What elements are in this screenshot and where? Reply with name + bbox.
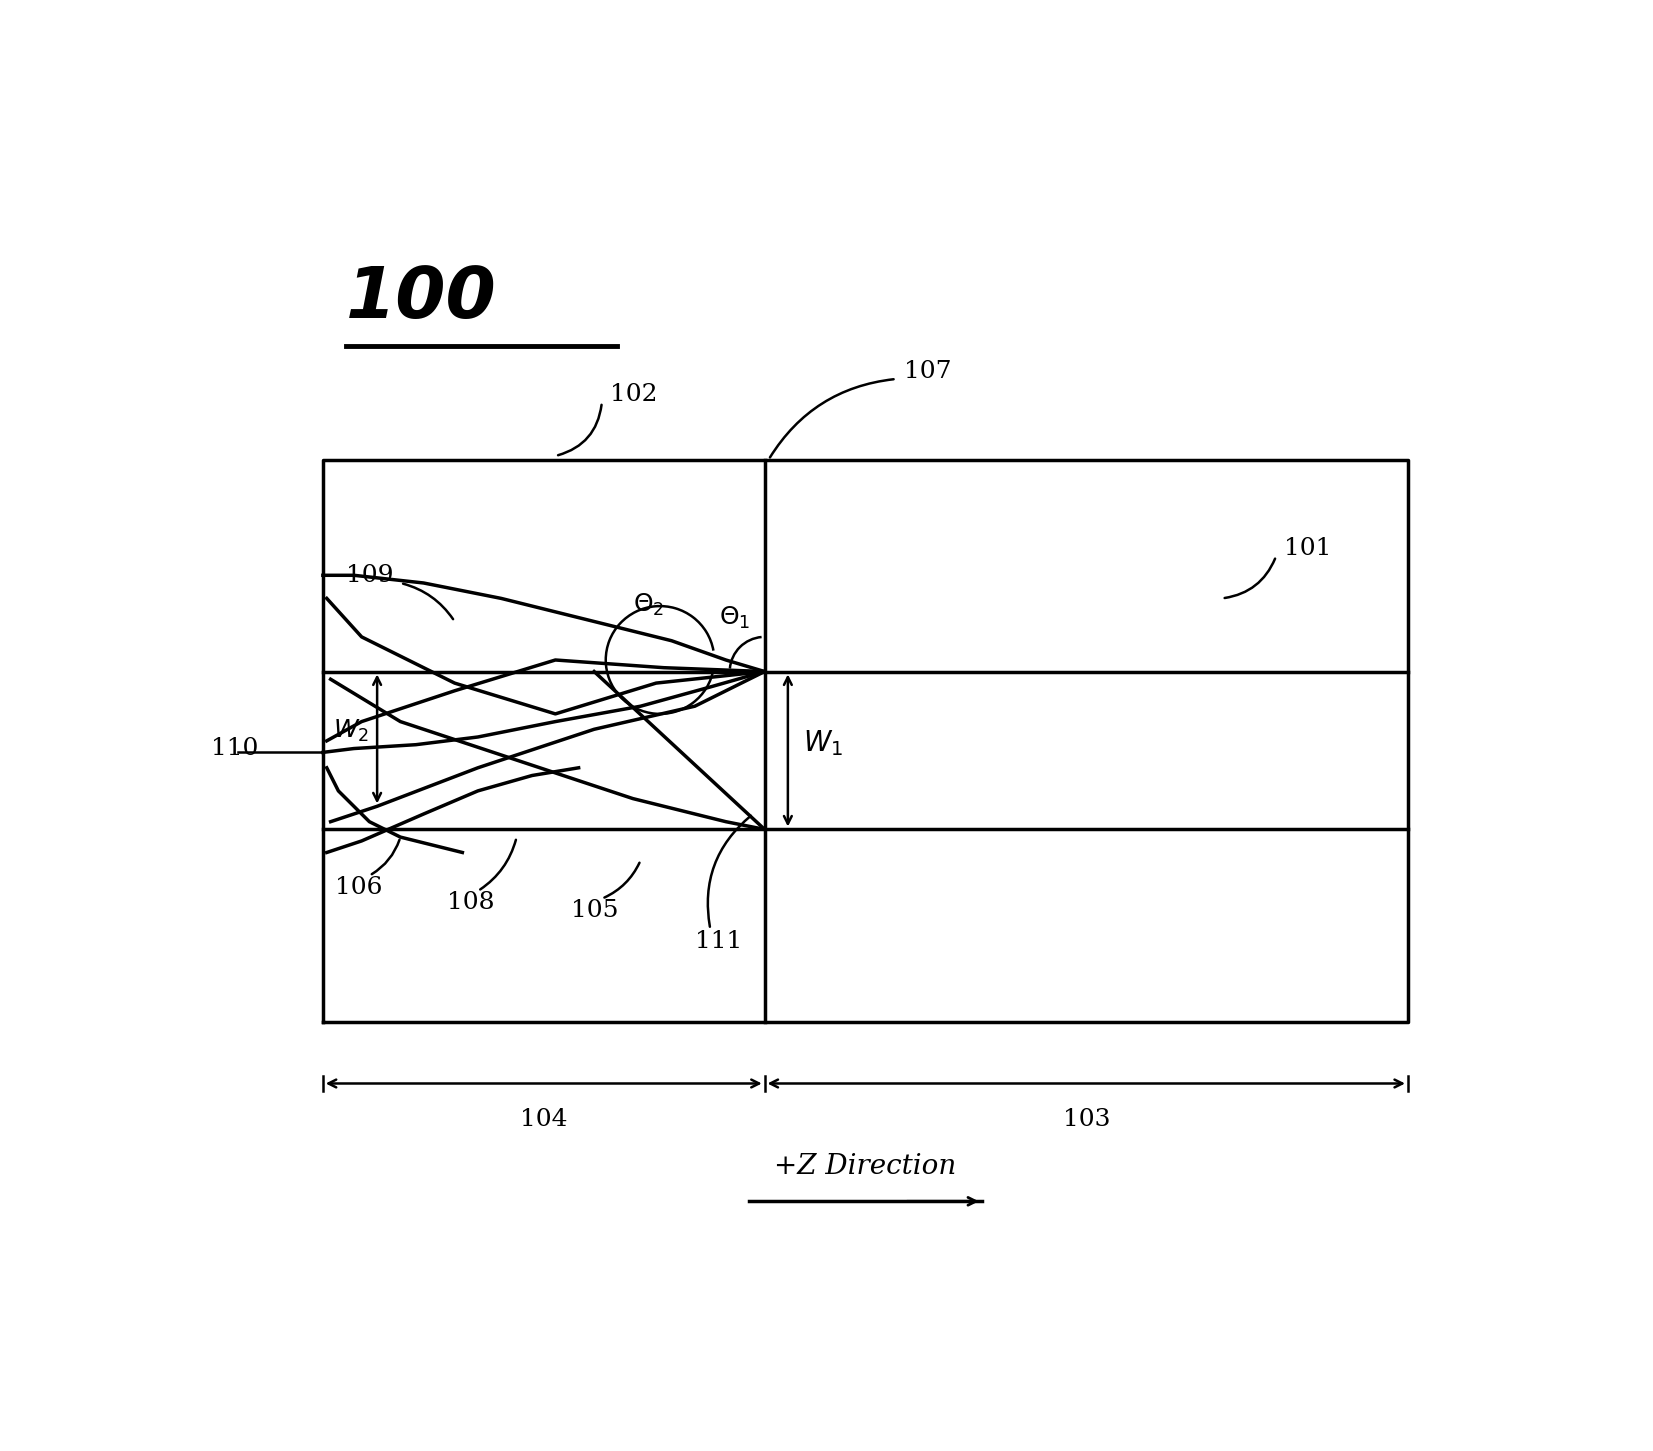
FancyArrowPatch shape <box>559 405 602 456</box>
Text: 102: 102 <box>610 383 658 406</box>
Text: $W_1$: $W_1$ <box>803 728 843 757</box>
Text: $\Theta_1$: $\Theta_1$ <box>719 605 750 631</box>
FancyArrowPatch shape <box>403 583 453 620</box>
Text: 106: 106 <box>334 875 382 898</box>
Text: 107: 107 <box>904 360 952 383</box>
Text: 109: 109 <box>345 564 393 586</box>
FancyArrowPatch shape <box>372 840 400 874</box>
FancyArrowPatch shape <box>707 815 750 927</box>
Text: $\Theta_2$: $\Theta_2$ <box>633 592 665 618</box>
Text: $W_2$: $W_2$ <box>334 718 369 744</box>
FancyArrowPatch shape <box>1225 559 1274 598</box>
FancyArrowPatch shape <box>770 379 894 457</box>
Text: 105: 105 <box>570 898 618 921</box>
FancyArrowPatch shape <box>605 863 640 898</box>
Text: +Z Direction: +Z Direction <box>774 1152 957 1180</box>
Text: 100: 100 <box>345 264 498 332</box>
Text: 110: 110 <box>210 737 258 760</box>
Text: 104: 104 <box>521 1109 567 1132</box>
FancyArrowPatch shape <box>479 840 516 889</box>
Text: 108: 108 <box>446 891 494 914</box>
Text: 103: 103 <box>1063 1109 1111 1132</box>
Text: 101: 101 <box>1284 537 1331 560</box>
Text: 111: 111 <box>694 930 742 952</box>
